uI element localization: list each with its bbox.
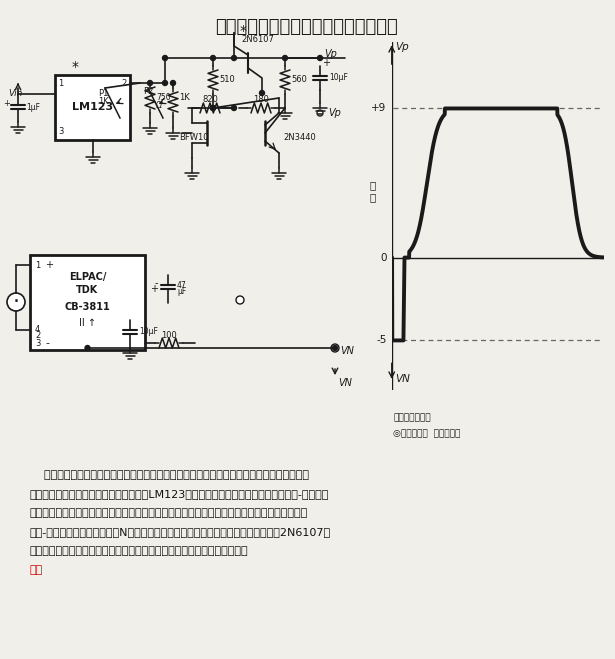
Text: LM123: LM123 xyxy=(72,103,113,113)
Circle shape xyxy=(236,296,244,304)
Text: 1K: 1K xyxy=(179,94,190,103)
Circle shape xyxy=(148,80,153,86)
Text: 1: 1 xyxy=(58,78,63,88)
Text: CB-3811: CB-3811 xyxy=(65,302,110,312)
Text: Vp: Vp xyxy=(395,42,409,53)
Text: μF: μF xyxy=(177,287,186,297)
Text: 3: 3 xyxy=(35,339,41,347)
Text: VN: VN xyxy=(340,346,354,356)
Text: 单电源砷化镓场效应晶体管功率放大器: 单电源砷化镓场效应晶体管功率放大器 xyxy=(216,18,399,36)
Text: Ω: Ω xyxy=(156,101,162,109)
Bar xyxy=(55,75,130,140)
Text: 750: 750 xyxy=(156,94,170,103)
Text: Vp: Vp xyxy=(324,49,337,59)
Text: 电源: 电源 xyxy=(30,565,43,575)
Text: ·: · xyxy=(12,292,20,312)
Text: 4: 4 xyxy=(35,326,40,335)
Text: +: + xyxy=(322,58,330,68)
Text: P2: P2 xyxy=(143,86,153,96)
Text: +: + xyxy=(45,260,53,270)
Text: BFW10: BFW10 xyxy=(179,134,208,142)
Circle shape xyxy=(231,105,237,111)
Text: 交流-变换器，变换器的输出使N沟道结型场效应晶体管适当偏置，以便使串联调整管2N6107的: 交流-变换器，变换器的输出使N沟道结型场效应晶体管适当偏置，以便使串联调整管2N… xyxy=(30,527,331,537)
Text: 1K: 1K xyxy=(98,96,109,105)
Text: 双调压器电路由一个正电源供电。如图所示，这一正电源接通时，首先给栅极供电，而当它: 双调压器电路由一个正电源供电。如图所示，这一正电源接通时，首先给栅极供电，而当它 xyxy=(30,470,309,480)
Circle shape xyxy=(7,293,25,311)
Text: +: + xyxy=(3,98,10,107)
Text: II ↑: II ↑ xyxy=(79,318,96,328)
Text: 0: 0 xyxy=(380,252,386,262)
Text: 1: 1 xyxy=(35,260,40,270)
Text: ELPAC/: ELPAC/ xyxy=(69,272,106,282)
Circle shape xyxy=(85,345,90,351)
Text: 560: 560 xyxy=(291,76,307,84)
Text: 10μF: 10μF xyxy=(329,74,348,82)
Text: 变换器的输出为功率放大器中砷化镓场效应管的漏极与栅极供电。三端调压器的输出驱动直流／: 变换器的输出为功率放大器中砷化镓场效应管的漏极与栅极供电。三端调压器的输出驱动直… xyxy=(30,508,308,518)
Circle shape xyxy=(331,344,339,352)
Text: +: + xyxy=(150,284,158,294)
Text: 2N6107: 2N6107 xyxy=(242,36,274,45)
Text: 820: 820 xyxy=(202,96,218,105)
Text: 关断时，首先切断漏极电源。本电路采用LM123、一个三端正调压器和一个直流／直流-变换器。: 关断时，首先切断漏极电源。本电路采用LM123、一个三端正调压器和一个直流／直流… xyxy=(30,489,330,499)
Text: *: * xyxy=(239,24,247,38)
Text: 510: 510 xyxy=(219,76,235,84)
Text: Vin: Vin xyxy=(8,90,22,98)
Circle shape xyxy=(231,55,237,61)
Text: TDK: TDK xyxy=(76,285,98,295)
Text: +9: +9 xyxy=(371,103,386,113)
Circle shape xyxy=(170,80,175,86)
Circle shape xyxy=(333,345,338,351)
Text: 2: 2 xyxy=(35,331,40,339)
Text: -5: -5 xyxy=(376,335,386,345)
Text: 3: 3 xyxy=(58,127,63,136)
Text: 10μF: 10μF xyxy=(139,328,158,337)
Text: -: - xyxy=(45,338,49,348)
Circle shape xyxy=(317,110,323,116)
Text: 2: 2 xyxy=(122,78,127,88)
Text: VN: VN xyxy=(395,374,410,384)
Circle shape xyxy=(162,55,167,61)
Text: 基极达到使该管导通的电平。每当栅极电位不是负极性时，电路将切断漏极: 基极达到使该管导通的电平。每当栅极电位不是负极性时，电路将切断漏极 xyxy=(30,546,248,556)
Text: 180: 180 xyxy=(253,96,269,105)
Circle shape xyxy=(210,105,215,111)
Text: 47: 47 xyxy=(177,281,187,289)
Circle shape xyxy=(317,55,322,61)
Text: 100: 100 xyxy=(161,331,177,339)
Text: 1μF: 1μF xyxy=(26,103,40,111)
Text: ＊装在散热器上: ＊装在散热器上 xyxy=(393,413,430,422)
Circle shape xyxy=(260,90,264,96)
Circle shape xyxy=(210,105,215,111)
Text: 电
压: 电 压 xyxy=(370,181,376,202)
Bar xyxy=(30,255,145,350)
Text: Vp: Vp xyxy=(328,108,341,118)
Text: *: * xyxy=(71,60,79,74)
Text: VN: VN xyxy=(338,378,352,388)
Circle shape xyxy=(282,55,287,61)
Text: P1: P1 xyxy=(98,88,108,98)
Text: ◎直流／直流  转换器组件: ◎直流／直流 转换器组件 xyxy=(393,430,461,438)
Circle shape xyxy=(210,55,215,61)
Circle shape xyxy=(162,80,167,86)
Text: -: - xyxy=(154,278,158,288)
Text: 2N3440: 2N3440 xyxy=(283,134,315,142)
